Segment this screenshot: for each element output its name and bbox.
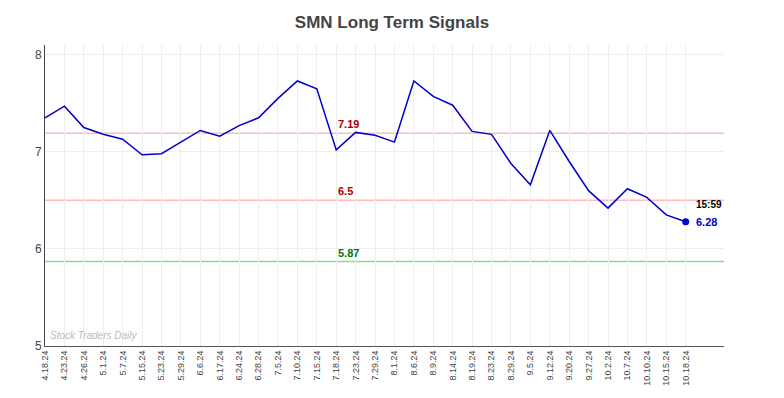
svg-text:9.20.24: 9.20.24 <box>564 351 574 381</box>
svg-text:6.24.24: 6.24.24 <box>234 351 244 381</box>
svg-text:5.87: 5.87 <box>338 247 359 259</box>
svg-text:6.28: 6.28 <box>696 216 717 228</box>
svg-text:15:59: 15:59 <box>696 199 722 210</box>
svg-text:9.27.24: 9.27.24 <box>584 351 594 381</box>
svg-text:4.23.24: 4.23.24 <box>59 351 69 381</box>
svg-text:5.1.24: 5.1.24 <box>98 351 108 376</box>
svg-text:6.6.24: 6.6.24 <box>195 351 205 376</box>
svg-text:7.10.24: 7.10.24 <box>292 351 302 381</box>
svg-text:4.26.24: 4.26.24 <box>79 351 89 381</box>
svg-text:7.18.24: 7.18.24 <box>331 351 341 381</box>
svg-text:7.5.24: 7.5.24 <box>273 351 283 376</box>
svg-text:7: 7 <box>35 145 42 159</box>
svg-text:9.5.24: 9.5.24 <box>525 351 535 376</box>
svg-text:10.7.24: 10.7.24 <box>622 351 632 381</box>
svg-text:8.23.24: 8.23.24 <box>486 351 496 381</box>
svg-text:Stock Traders Daily: Stock Traders Daily <box>50 330 138 341</box>
svg-text:10.2.24: 10.2.24 <box>603 351 613 381</box>
svg-text:8.1.24: 8.1.24 <box>389 351 399 376</box>
svg-text:6: 6 <box>35 242 42 256</box>
svg-text:9.12.24: 9.12.24 <box>545 351 555 381</box>
svg-text:8.9.24: 8.9.24 <box>428 351 438 376</box>
svg-text:8: 8 <box>35 48 42 62</box>
svg-text:6.5: 6.5 <box>338 185 353 197</box>
svg-text:8.6.24: 8.6.24 <box>409 351 419 376</box>
svg-text:10.18.24: 10.18.24 <box>681 351 691 386</box>
svg-text:7.23.24: 7.23.24 <box>351 351 361 381</box>
svg-text:8.29.24: 8.29.24 <box>506 351 516 381</box>
svg-text:10.15.24: 10.15.24 <box>661 351 671 386</box>
svg-text:5.7.24: 5.7.24 <box>118 351 128 376</box>
svg-text:5.23.24: 5.23.24 <box>156 351 166 381</box>
svg-text:4.18.24: 4.18.24 <box>40 351 50 381</box>
svg-text:8.19.24: 8.19.24 <box>467 351 477 381</box>
svg-text:5.15.24: 5.15.24 <box>137 351 147 381</box>
svg-text:7.19: 7.19 <box>338 118 359 130</box>
svg-text:SMN Long Term Signals: SMN Long Term Signals <box>295 13 489 32</box>
svg-text:5.29.24: 5.29.24 <box>176 351 186 381</box>
svg-text:10.10.24: 10.10.24 <box>642 351 652 386</box>
svg-text:8.14.24: 8.14.24 <box>448 351 458 381</box>
svg-text:7.15.24: 7.15.24 <box>312 351 322 381</box>
svg-text:6.28.24: 6.28.24 <box>253 351 263 381</box>
svg-text:6.17.24: 6.17.24 <box>215 351 225 381</box>
svg-text:7.29.24: 7.29.24 <box>370 351 380 381</box>
svg-text:5: 5 <box>35 339 42 353</box>
